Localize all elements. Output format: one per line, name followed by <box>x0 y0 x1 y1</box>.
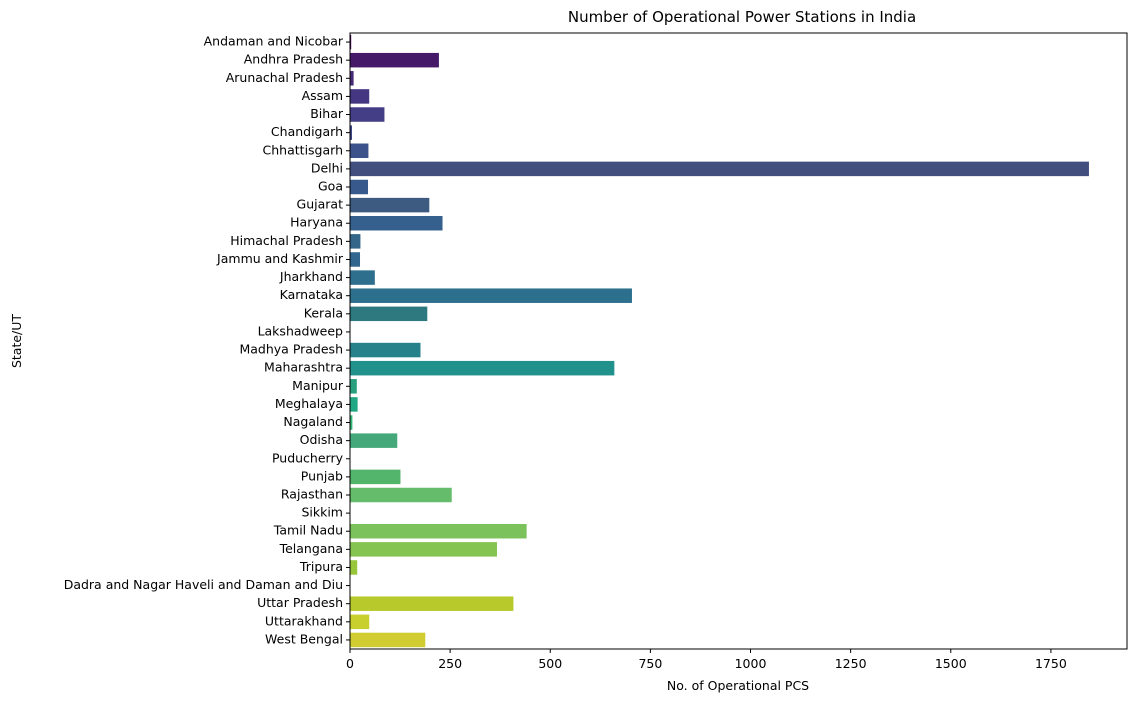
bar <box>350 252 361 267</box>
bar <box>350 596 514 611</box>
bar <box>350 360 615 376</box>
x-tick-label: 1250 <box>835 656 867 671</box>
bar <box>350 215 443 231</box>
bar <box>350 632 426 648</box>
y-tick-label: Uttarakhand <box>265 613 343 628</box>
bar <box>350 397 358 412</box>
x-tick-label: 1750 <box>1035 656 1067 671</box>
y-tick-label: Kerala <box>304 305 343 320</box>
y-tick-label: Maharashtra <box>264 360 343 375</box>
x-axis-label: No. of Operational PCS <box>667 678 809 693</box>
bar <box>350 542 497 557</box>
chart-title: Number of Operational Power Stations in … <box>568 8 916 26</box>
bar <box>350 270 375 285</box>
bar <box>350 306 428 322</box>
y-tick-label: Himachal Pradesh <box>230 233 343 248</box>
y-tick-label: Arunachal Pradesh <box>226 70 343 85</box>
plot-frame <box>349 32 1128 650</box>
y-tick-label: Madhya Pradesh <box>239 342 343 357</box>
x-tick-label: 1500 <box>935 656 967 671</box>
y-tick-label: Jammu and Kashmir <box>216 251 344 266</box>
bar <box>350 107 385 122</box>
y-tick-label: Punjab <box>301 468 343 483</box>
bar <box>350 34 352 50</box>
x-tick-label: 750 <box>638 656 662 671</box>
y-tick-label: Telangana <box>279 541 343 556</box>
y-tick-label: Odisha <box>300 432 343 447</box>
y-tick-label: Puducherry <box>272 450 344 465</box>
y-tick-label: Andaman and Nicobar <box>204 34 344 49</box>
bar <box>350 234 361 249</box>
bar <box>350 614 370 630</box>
y-tick-label: Gujarat <box>297 197 344 212</box>
x-tick-label: 0 <box>346 656 354 671</box>
y-tick-label: Goa <box>318 179 343 194</box>
y-tick-label: Tripura <box>299 559 343 574</box>
y-tick-label: Bihar <box>310 106 344 121</box>
y-axis-label: State/UT <box>9 314 24 368</box>
bar <box>350 89 370 104</box>
x-tick-label: 250 <box>438 656 462 671</box>
bar <box>350 487 452 503</box>
y-tick-label: Karnataka <box>280 287 343 302</box>
bar <box>350 415 353 430</box>
y-tick-label: Nagaland <box>283 414 343 429</box>
bar <box>350 288 632 303</box>
y-tick-label: Uttar Pradesh <box>257 595 343 610</box>
bar <box>350 560 358 575</box>
x-tick-label: 1000 <box>735 656 767 671</box>
bar <box>350 179 369 195</box>
bar <box>350 523 527 539</box>
y-tick-label: Delhi <box>311 160 343 175</box>
y-tick-label: Sikkim <box>301 505 343 520</box>
bar <box>350 52 439 68</box>
y-tick-label: Manipur <box>292 378 344 393</box>
bar <box>350 342 421 358</box>
bar <box>350 469 401 485</box>
bar <box>350 71 354 86</box>
y-tick-label: Tamil Nadu <box>273 523 343 538</box>
bar <box>350 379 357 394</box>
bar <box>350 125 353 140</box>
x-tick-label: 500 <box>538 656 562 671</box>
y-tick-label: Assam <box>302 88 343 103</box>
y-tick-label: Jharkhand <box>279 269 343 284</box>
y-tick-label: Lakshadweep <box>258 323 343 338</box>
bar <box>350 161 1089 177</box>
bar <box>350 433 398 448</box>
y-tick-label: Rajasthan <box>281 487 343 502</box>
bar <box>350 143 369 159</box>
y-tick-label: Haryana <box>290 215 343 230</box>
y-tick-label: Dadra and Nagar Haveli and Daman and Diu <box>64 577 343 592</box>
y-axis: Andaman and Nicobar Andhra Pradesh Arunach… <box>64 34 350 646</box>
x-axis: 0 250 500 750 1000 1250 1500 1750 <box>346 649 1067 671</box>
bars-layer <box>350 34 1089 648</box>
y-tick-label: Chhattisgarh <box>263 142 343 157</box>
y-tick-label: Andhra Pradesh <box>244 52 343 67</box>
y-tick-label: West Bengal <box>265 631 343 646</box>
bar <box>350 197 430 213</box>
y-tick-label: Meghalaya <box>275 396 343 411</box>
y-tick-label: Chandigarh <box>271 124 343 139</box>
